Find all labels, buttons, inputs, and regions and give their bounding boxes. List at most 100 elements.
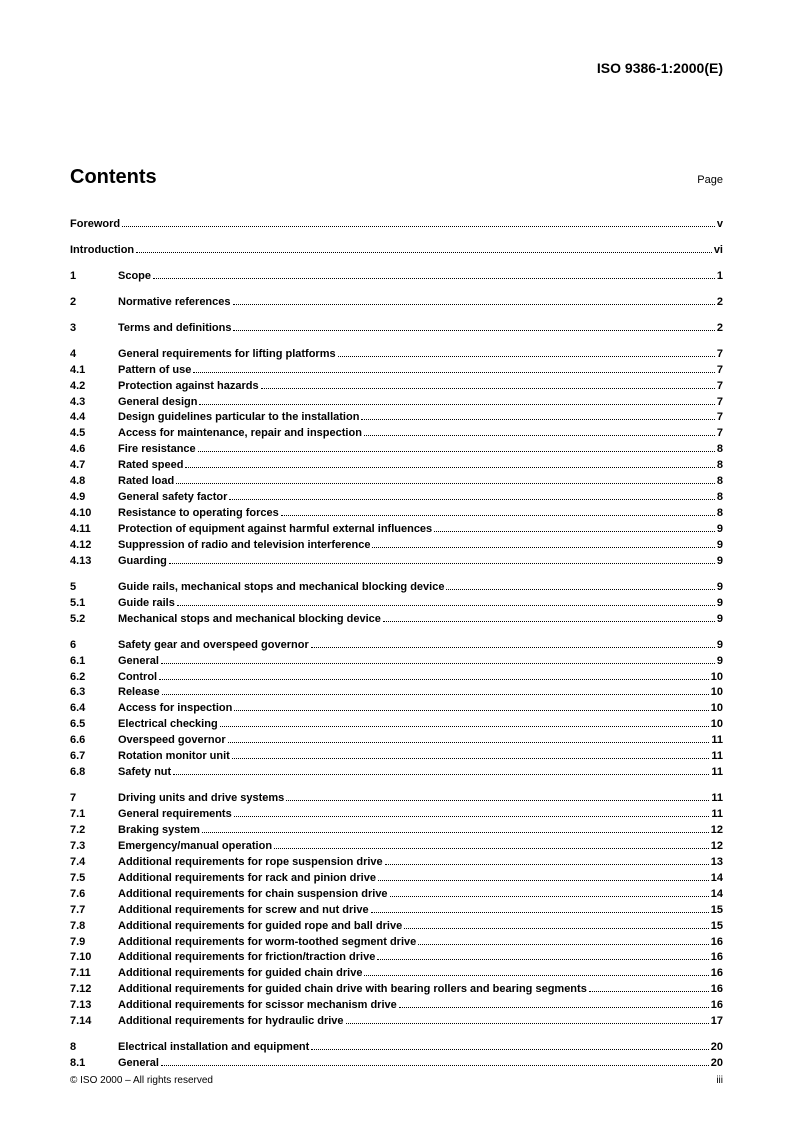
toc-entry-page: 11	[711, 765, 723, 781]
toc-entry-page: 13	[711, 855, 723, 871]
toc-entry-number: 6.5	[70, 717, 118, 733]
toc-entry-page: 14	[711, 871, 723, 887]
toc-entry-number: 6.4	[70, 701, 118, 717]
toc-entry-title: Terms and definitions	[118, 321, 231, 337]
toc-leader-dots	[390, 896, 709, 897]
toc-leader-dots	[372, 547, 714, 548]
toc-entry-title: Safety nut	[118, 765, 171, 781]
copyright-text: © ISO 2000 – All rights reserved	[70, 1075, 213, 1086]
page-footer: © ISO 2000 – All rights reserved iii	[70, 1075, 723, 1086]
toc-entry-title: General design	[118, 395, 197, 411]
toc-entry-title: Additional requirements for hydraulic dr…	[118, 1014, 344, 1030]
toc-entry: 4.9General safety factor8	[70, 490, 723, 506]
toc-entry-number: 7.7	[70, 903, 118, 919]
toc-leader-dots	[136, 252, 712, 253]
toc-entry-number: 8	[70, 1040, 118, 1056]
toc-leader-dots	[169, 563, 715, 564]
toc-entry: 7.11Additional requirements for guided c…	[70, 966, 723, 982]
toc-leader-dots	[261, 388, 715, 389]
toc-entry-number: 4.4	[70, 410, 118, 426]
toc-entry: 4.11Protection of equipment against harm…	[70, 522, 723, 538]
toc-entry: 4.1Pattern of use7	[70, 363, 723, 379]
toc-leader-dots	[176, 483, 715, 484]
toc-entry-title: Mechanical stops and mechanical blocking…	[118, 612, 381, 628]
toc-entry: 4.5Access for maintenance, repair and in…	[70, 426, 723, 442]
toc-entry: 6.3Release10	[70, 685, 723, 701]
toc-entry: 2Normative references2	[70, 295, 723, 311]
toc-entry-number: 7.9	[70, 935, 118, 951]
toc-leader-dots	[383, 621, 715, 622]
toc-entry-number: 7.1	[70, 807, 118, 823]
toc-entry-page: 2	[717, 295, 723, 311]
toc-leader-dots	[162, 694, 709, 695]
toc-entry: 6.7Rotation monitor unit11	[70, 749, 723, 765]
toc-entry-page: 9	[717, 638, 723, 654]
toc-entry-title: General	[118, 654, 159, 670]
toc-entry-number: 4.2	[70, 379, 118, 395]
toc-leader-dots	[234, 816, 710, 817]
toc-entry-title: Safety gear and overspeed governor	[118, 638, 309, 654]
toc-entry: 4General requirements for lifting platfo…	[70, 347, 723, 363]
toc-entry-page: 10	[711, 717, 723, 733]
toc-entry-title: Additional requirements for worm-toothed…	[118, 935, 416, 951]
toc-entry-number: 4.6	[70, 442, 118, 458]
toc-leader-dots	[311, 647, 715, 648]
toc-entry-title: General	[118, 1056, 159, 1072]
toc-entry-page: 15	[711, 903, 723, 919]
toc-entry-page: 7	[717, 410, 723, 426]
toc-entry-number: 7.4	[70, 855, 118, 871]
toc-entry-number: 6	[70, 638, 118, 654]
toc-entry-number: 7.10	[70, 950, 118, 966]
title-row: Contents Page	[70, 166, 723, 189]
toc-entry-page: 2	[717, 321, 723, 337]
toc-entry-page: 7	[717, 395, 723, 411]
toc-entry-page: 16	[711, 966, 723, 982]
toc-entry-number: 6.8	[70, 765, 118, 781]
toc-entry-title: Foreword	[70, 217, 120, 233]
toc-entry: 6.1General9	[70, 654, 723, 670]
toc-entry-number: 7	[70, 791, 118, 807]
toc-entry-number: 3	[70, 321, 118, 337]
toc-entry-number: 4.5	[70, 426, 118, 442]
toc-entry-page: 20	[711, 1040, 723, 1056]
toc-leader-dots	[589, 991, 709, 992]
toc-leader-dots	[434, 531, 715, 532]
toc-leader-dots	[404, 928, 709, 929]
toc-entry-page: 12	[711, 823, 723, 839]
toc-entry: 7.5Additional requirements for rack and …	[70, 871, 723, 887]
toc-leader-dots	[232, 758, 710, 759]
toc-group: 1Scope1	[70, 269, 723, 285]
document-id: ISO 9386-1:2000(E)	[70, 60, 723, 76]
toc-entry: 6.6Overspeed governor11	[70, 733, 723, 749]
toc-entry-number: 2	[70, 295, 118, 311]
toc-leader-dots	[161, 1065, 709, 1066]
toc-entry: 4.2Protection against hazards7	[70, 379, 723, 395]
toc-entry-number: 4.8	[70, 474, 118, 490]
toc-entry-page: 7	[717, 347, 723, 363]
toc-group: 4General requirements for lifting platfo…	[70, 347, 723, 570]
toc-entry: 7.3Emergency/manual operation12	[70, 839, 723, 855]
toc-leader-dots	[220, 726, 709, 727]
toc-leader-dots	[399, 1007, 709, 1008]
toc-entry-page: 14	[711, 887, 723, 903]
toc-entry-number: 7.6	[70, 887, 118, 903]
toc-entry-title: Emergency/manual operation	[118, 839, 272, 855]
toc-leader-dots	[281, 515, 715, 516]
toc-entry: Forewordv	[70, 217, 723, 233]
toc-leader-dots	[378, 880, 709, 881]
toc-entry-title: Control	[118, 670, 157, 686]
toc-entry-title: Design guidelines particular to the inst…	[118, 410, 359, 426]
toc-entry-title: Fire resistance	[118, 442, 196, 458]
toc-entry: 7Driving units and drive systems11	[70, 791, 723, 807]
toc-entry-number: 8.1	[70, 1056, 118, 1072]
toc-entry: Introductionvi	[70, 243, 723, 259]
toc-leader-dots	[311, 1049, 708, 1050]
toc-entry-number: 4.7	[70, 458, 118, 474]
toc-entry-title: Braking system	[118, 823, 200, 839]
toc-entry-page: 15	[711, 919, 723, 935]
toc-entry: 7.13Additional requirements for scissor …	[70, 998, 723, 1014]
toc-entry: 6.5Electrical checking10	[70, 717, 723, 733]
toc-entry-number: 7.13	[70, 998, 118, 1014]
contents-heading: Contents	[70, 166, 157, 189]
toc-entry-title: Protection of equipment against harmful …	[118, 522, 432, 538]
